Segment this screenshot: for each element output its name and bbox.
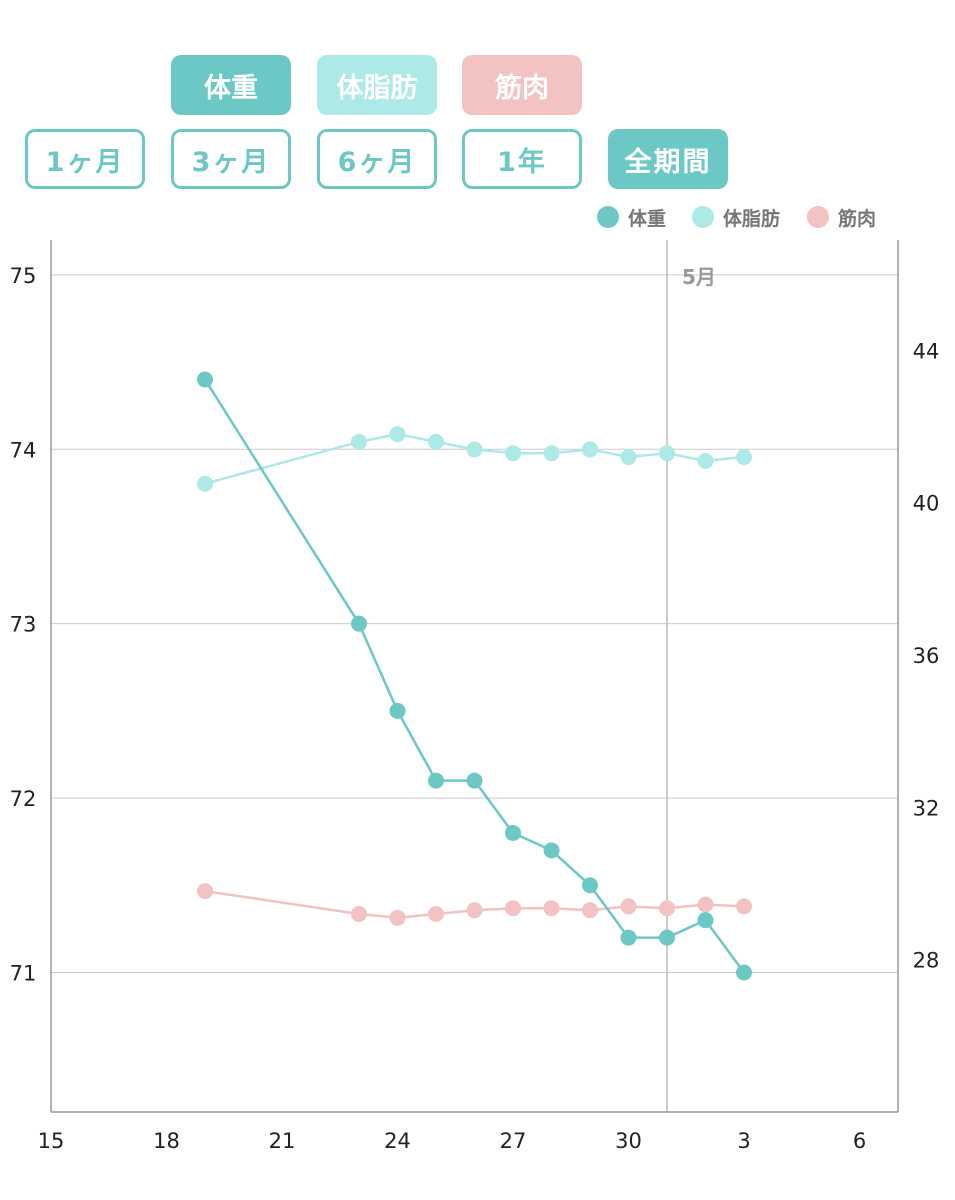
legend-label-2: 筋肉 [838, 207, 876, 230]
series-1-point-2 [389, 426, 406, 443]
left-axis-ticks: 75 74 73 72 71 [10, 264, 37, 986]
series-2-point-4 [466, 902, 483, 919]
series-0-point-9 [659, 929, 675, 946]
legend: 体重 体脂肪 筋肉 [597, 206, 876, 230]
right-tick-label-1: 40 [913, 492, 940, 516]
series-2-point-9 [659, 900, 675, 917]
series-0-point-3 [428, 772, 444, 789]
legend-label-0: 体重 [628, 207, 666, 230]
series-1-point-8 [620, 449, 637, 466]
period-tab-1-month-label: 1ヶ月 [45, 146, 125, 178]
period-tab-1-year-label: 1年 [497, 146, 547, 178]
series-0-point-4 [466, 772, 483, 789]
x-tick-label-0: 15 [38, 1129, 65, 1153]
series-0-point-6 [543, 842, 560, 859]
series-line-0 [203, 378, 746, 974]
month-marker: 5月 [666, 240, 716, 1112]
series-1-point-1 [351, 433, 367, 450]
legend-label-1: 体脂肪 [723, 207, 780, 230]
metric-tab-muscle-label: 筋肉 [495, 72, 549, 104]
right-tick-label-0: 44 [913, 339, 940, 363]
series-0-point-7 [582, 877, 598, 894]
axes [50, 240, 899, 1113]
series-2-point-11 [736, 898, 752, 915]
period-tab-all-time[interactable]: 全期間 [608, 129, 728, 189]
grid [51, 274, 898, 973]
x-tick-label-4: 27 [500, 1129, 527, 1153]
series-2-point-8 [620, 898, 637, 915]
legend-marker-1 [692, 206, 714, 228]
series-2-point-3 [428, 905, 444, 922]
series-1-point-3 [428, 433, 444, 450]
x-tick-label-6: 3 [737, 1129, 750, 1153]
month-marker-label: 5月 [682, 265, 716, 289]
left-tick-label-3: 72 [10, 787, 37, 811]
x-tick-label-5: 30 [615, 1129, 642, 1153]
x-tick-label-2: 21 [269, 1129, 296, 1153]
series-2-point-1 [351, 905, 367, 922]
x-tick-label-3: 24 [384, 1129, 411, 1153]
series-2-point-10 [697, 896, 714, 913]
series-0-point-11 [736, 964, 752, 981]
x-tick-label-1: 18 [153, 1129, 180, 1153]
x-tick-label-7: 6 [853, 1129, 866, 1153]
legend-marker-0 [597, 206, 619, 228]
right-axis-ticks: 44 40 36 32 28 [913, 339, 940, 972]
series-1-point-4 [466, 441, 483, 458]
metric-tab-body-fat[interactable]: 体脂肪 [317, 55, 437, 115]
left-tick-label-2: 73 [10, 613, 37, 637]
series-1-point-7 [582, 441, 598, 458]
period-tab-1-month[interactable]: 1ヶ月 [25, 129, 145, 189]
right-tick-label-2: 36 [913, 644, 940, 668]
series-0-point-2 [389, 702, 406, 719]
series-1-point-9 [659, 445, 675, 462]
series-0-point-10 [697, 912, 714, 929]
series-2-point-7 [582, 902, 598, 919]
series-0-point-5 [505, 824, 521, 841]
metric-tab-body-fat-label: 体脂肪 [336, 72, 418, 104]
right-tick-label-4: 28 [913, 949, 940, 973]
period-tab-3-months[interactable]: 3ヶ月 [171, 129, 291, 189]
series-2-point-0 [197, 883, 213, 900]
metric-tab-weight-label: 体重 [204, 72, 258, 104]
series-1-point-11 [736, 449, 752, 466]
series-1-point-10 [697, 452, 714, 469]
period-tab-6-months-label: 6ヶ月 [337, 146, 417, 178]
period-tab-all-time-label: 全期間 [624, 146, 712, 178]
series-0-point-0 [197, 371, 213, 388]
left-tick-label-0: 75 [10, 264, 37, 288]
right-tick-label-3: 32 [913, 796, 940, 820]
series-1-point-5 [505, 445, 521, 462]
series-0-point-8 [620, 929, 637, 946]
series [197, 371, 752, 981]
metric-tab-weight[interactable]: 体重 [171, 55, 291, 115]
metric-tab-muscle[interactable]: 筋肉 [462, 55, 582, 115]
period-tab-6-months[interactable]: 6ヶ月 [317, 129, 437, 189]
series-2-point-6 [543, 900, 560, 917]
series-1-point-6 [543, 445, 560, 462]
left-tick-label-1: 74 [10, 438, 37, 462]
x-axis-ticks: 15 18 21 24 27 30 3 6 [38, 1129, 867, 1153]
period-tab-3-months-label: 3ヶ月 [191, 146, 271, 178]
left-tick-label-4: 71 [10, 961, 37, 985]
series-1-point-0 [197, 475, 213, 492]
period-tab-1-year[interactable]: 1年 [462, 129, 582, 189]
series-2-point-5 [505, 900, 521, 917]
series-2-point-2 [389, 909, 406, 926]
series-0-point-1 [351, 615, 367, 632]
legend-marker-2 [807, 206, 829, 228]
